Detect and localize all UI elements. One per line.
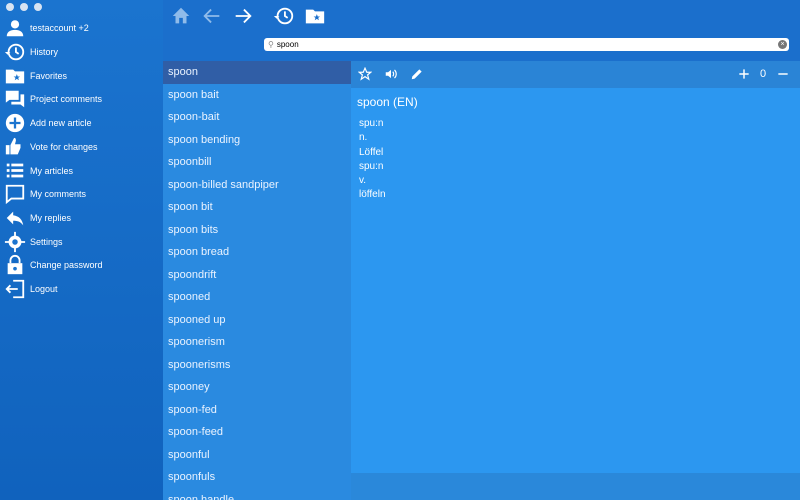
article-detail: 0 spoon (EN) spu:n n. Löffel spu:n v. löffeln bbox=[351, 61, 800, 473]
home-icon[interactable] bbox=[170, 5, 192, 27]
article-line: Löffel bbox=[359, 146, 384, 158]
list-icon bbox=[6, 163, 24, 177]
minus-icon[interactable] bbox=[776, 67, 790, 81]
minimize-dot[interactable] bbox=[20, 3, 28, 11]
list-item[interactable]: spooney bbox=[168, 381, 210, 393]
user-icon bbox=[6, 20, 24, 37]
search-input[interactable] bbox=[273, 40, 778, 49]
favorites-folder-icon[interactable] bbox=[304, 5, 326, 27]
lock-icon bbox=[7, 255, 23, 275]
sidebar-item-add-new-article[interactable]: Add new article bbox=[4, 112, 92, 134]
sidebar-item-change-password[interactable]: Change password bbox=[4, 254, 103, 276]
list-item[interactable]: spoonfuls bbox=[168, 471, 216, 483]
article-toolbar: 0 bbox=[351, 61, 800, 88]
history-icon[interactable] bbox=[273, 5, 295, 27]
add-icon bbox=[5, 113, 25, 133]
speaker-icon[interactable] bbox=[384, 67, 398, 81]
comments-icon bbox=[5, 91, 25, 108]
logout-icon bbox=[5, 279, 25, 299]
favorites-folder-icon bbox=[5, 69, 25, 84]
rating-count: 0 bbox=[760, 68, 767, 80]
list-item[interactable]: spoonerism bbox=[168, 336, 225, 348]
list-item[interactable]: spooned bbox=[168, 291, 211, 303]
pencil-icon[interactable] bbox=[410, 67, 424, 81]
bottom-bar bbox=[351, 473, 800, 500]
list-item[interactable]: spoon bread bbox=[168, 246, 230, 258]
article-line: löffeln bbox=[359, 189, 386, 201]
sidebar-item-history[interactable]: History bbox=[4, 41, 58, 63]
article-title: spoon (EN) bbox=[357, 95, 418, 109]
thumbs-icon bbox=[5, 137, 21, 155]
sidebar-item-label: Settings bbox=[30, 236, 63, 247]
sidebar-item-vote-for-changes[interactable]: Vote for changes bbox=[4, 136, 98, 158]
list-item[interactable]: spoondrift bbox=[168, 268, 217, 281]
list-item[interactable]: spoonbill bbox=[168, 156, 212, 168]
sidebar-item-label: My comments bbox=[30, 189, 87, 200]
results-list[interactable]: spoon spoon bait spoon-bait spoon bending sp… bbox=[163, 61, 351, 500]
list-item[interactable]: spoon-feed bbox=[168, 426, 224, 438]
close-dot[interactable] bbox=[6, 3, 14, 11]
list-item[interactable]: spoon-billed sandpiper bbox=[168, 178, 279, 191]
search-field[interactable]: ⚲ × bbox=[264, 38, 789, 51]
clear-search-icon[interactable]: × bbox=[778, 40, 787, 49]
list-item[interactable]: spoon bit bbox=[168, 201, 213, 213]
sidebar: testaccount +2 History Favorites Project c… bbox=[0, 0, 163, 500]
list-item[interactable]: spooned up bbox=[168, 313, 226, 326]
sidebar-item-label: Favorites bbox=[30, 70, 68, 81]
sidebar-item-label: Logout bbox=[30, 284, 58, 294]
account-name: testaccount +2 bbox=[30, 23, 89, 33]
sidebar-item-label: Vote for changes bbox=[30, 141, 98, 152]
article-line: v. bbox=[359, 175, 367, 187]
list-item[interactable]: spoon bait bbox=[168, 88, 219, 101]
account[interactable]: testaccount +2 bbox=[4, 17, 89, 39]
toolbar: ⚲ × bbox=[163, 0, 800, 61]
list-item[interactable]: spoon-bait bbox=[168, 111, 220, 123]
sidebar-item-settings[interactable]: Settings bbox=[4, 231, 63, 253]
article-line: n. bbox=[359, 132, 368, 144]
sidebar-item-label: Change password bbox=[30, 260, 103, 271]
sidebar-item-my-replies[interactable]: My replies bbox=[4, 207, 71, 229]
plus-icon[interactable] bbox=[737, 67, 751, 81]
list-item[interactable]: spoon bbox=[163, 61, 351, 84]
zoom-dot[interactable] bbox=[34, 3, 42, 11]
forward-arrow-icon[interactable] bbox=[232, 5, 254, 27]
article-line: spu:n bbox=[359, 118, 384, 129]
sidebar-item-project-comments[interactable]: Project comments bbox=[4, 88, 102, 110]
gear-icon bbox=[4, 231, 26, 252]
comment-icon bbox=[5, 185, 25, 205]
list-item[interactable]: spoon bits bbox=[168, 223, 219, 236]
sidebar-item-label: Project comments bbox=[30, 94, 103, 105]
list-item[interactable]: spoonerisms bbox=[168, 358, 231, 371]
sidebar-item-label: My articles bbox=[30, 165, 74, 176]
back-arrow-icon[interactable] bbox=[201, 5, 223, 27]
star-outline-icon[interactable] bbox=[358, 67, 372, 81]
list-item[interactable]: spoon-fed bbox=[168, 403, 217, 416]
search-icon: ⚲ bbox=[268, 40, 274, 49]
sidebar-item-label: My replies bbox=[30, 212, 72, 223]
sidebar-item-my-comments[interactable]: My comments bbox=[4, 183, 86, 205]
article-line: spu:n bbox=[359, 160, 384, 172]
sidebar-item-favorites[interactable]: Favorites bbox=[4, 65, 67, 87]
sidebar-item-label: History bbox=[30, 47, 59, 57]
sidebar-item-logout[interactable]: Logout bbox=[4, 278, 58, 300]
list-item[interactable]: spoon handle bbox=[168, 493, 235, 500]
window-controls[interactable] bbox=[6, 3, 42, 11]
history-icon bbox=[4, 43, 25, 61]
list-item[interactable]: spoon bending bbox=[168, 133, 241, 146]
list-item[interactable]: spoonful bbox=[168, 448, 210, 461]
reply-icon bbox=[6, 211, 24, 226]
sidebar-item-my-articles[interactable]: My articles bbox=[4, 160, 73, 182]
sidebar-item-label: Add new article bbox=[30, 118, 92, 129]
